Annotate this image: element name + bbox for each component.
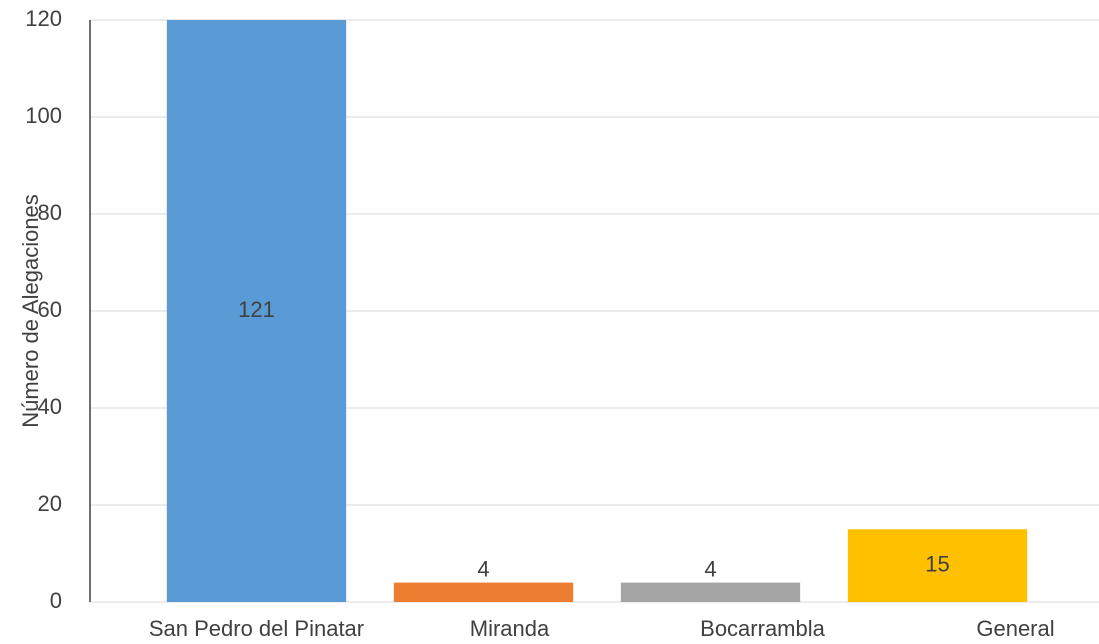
y-tick-label: 100 <box>25 103 62 128</box>
data-label: 121 <box>238 297 275 322</box>
bar <box>166 20 347 602</box>
bar <box>620 582 801 602</box>
data-label: 4 <box>477 556 489 581</box>
y-tick-label: 60 <box>38 297 62 322</box>
bar <box>393 582 574 602</box>
y-tick-label: 40 <box>38 394 62 419</box>
data-label: 15 <box>925 551 949 576</box>
bar <box>847 529 1028 602</box>
bars <box>166 20 1028 602</box>
data-label: 4 <box>704 556 716 581</box>
y-tick-label: 0 <box>50 588 62 613</box>
y-tick-label: 20 <box>38 491 62 516</box>
x-tick-label: Bocarrambla <box>700 616 825 641</box>
x-tick-label: Miranda <box>470 616 550 641</box>
y-tick-label: 80 <box>38 200 62 225</box>
x-tick-label: San Pedro del Pinatar <box>149 616 364 641</box>
x-tick-label: General <box>976 616 1054 641</box>
y-tick-label: 120 <box>25 6 62 31</box>
y-axis-title: Número de Alegaciones <box>18 194 43 428</box>
